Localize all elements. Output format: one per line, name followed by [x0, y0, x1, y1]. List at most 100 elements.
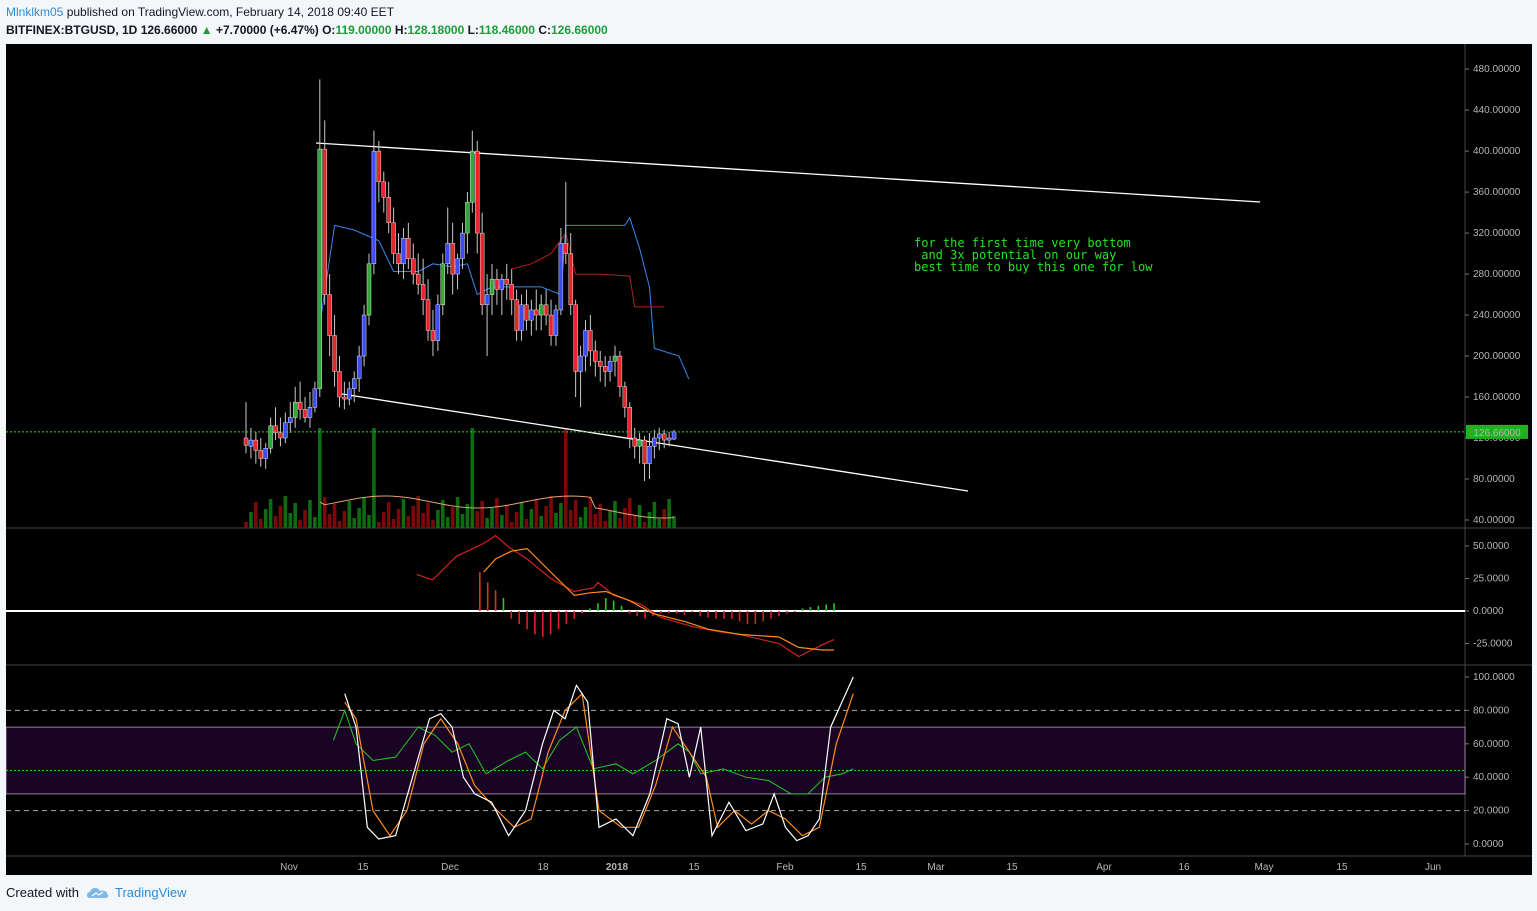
- volume-bar: [465, 504, 470, 528]
- volume-bar: [490, 508, 494, 528]
- volume-bar: [357, 508, 361, 528]
- volume-bar: [337, 521, 342, 528]
- low-value: 118.46000: [478, 23, 535, 37]
- candle-body: [322, 148, 327, 295]
- volume-bar: [549, 496, 553, 528]
- price-tick-label: 320.00000: [1473, 228, 1521, 239]
- candle-body: [607, 360, 613, 372]
- volume-bar: [268, 499, 273, 528]
- author-link[interactable]: Mlnklkm05: [6, 5, 64, 19]
- volume-bar: [618, 518, 622, 528]
- volume-bar: [278, 506, 283, 528]
- rsi-band-zone: [6, 726, 1466, 795]
- candle-body: [366, 263, 372, 316]
- volume-bar: [627, 498, 632, 528]
- candle-body: [583, 330, 588, 357]
- volume-bar: [303, 510, 307, 528]
- up-arrow-icon: ▲: [200, 23, 213, 37]
- candle-body: [317, 148, 322, 390]
- volume-bar: [564, 428, 568, 528]
- volume-bar: [534, 499, 539, 528]
- volume-bar: [529, 509, 534, 528]
- candle-body: [435, 304, 441, 341]
- candle-body: [381, 181, 386, 198]
- price-tick-label: 480.00000: [1473, 64, 1521, 75]
- candle-body: [524, 304, 529, 321]
- time-tick-label: 15: [688, 862, 700, 873]
- candle-body: [376, 150, 382, 183]
- time-tick-label: 2018: [606, 862, 629, 873]
- candle-body: [622, 386, 628, 408]
- volume-bar: [623, 508, 627, 528]
- candle-body: [568, 253, 573, 306]
- tradingview-link[interactable]: TradingView: [114, 885, 187, 900]
- candle-body: [297, 401, 303, 410]
- volume-bar: [642, 522, 647, 528]
- macd-tick-label: -25.0000: [1473, 639, 1513, 650]
- volume-bar: [519, 502, 524, 528]
- candle-body: [450, 243, 455, 275]
- candle-body: [302, 409, 308, 418]
- candle-body: [662, 433, 667, 441]
- stoch-tick-label: 20.0000: [1473, 806, 1510, 817]
- time-tick-label: Feb: [776, 862, 794, 873]
- candle-body: [602, 366, 608, 372]
- close-label: C:: [538, 23, 551, 37]
- volume-bar: [396, 509, 401, 528]
- volume-bar: [283, 496, 288, 528]
- candle-body: [352, 378, 357, 390]
- volume-bar: [573, 500, 578, 528]
- volume-bar: [391, 519, 396, 528]
- candle-body: [283, 422, 288, 439]
- volume-bar: [436, 510, 440, 528]
- candle-body: [273, 425, 278, 434]
- candle-body: [391, 222, 396, 254]
- volume-bar: [672, 516, 676, 528]
- volume-bar: [588, 497, 593, 528]
- volume-bar: [500, 515, 504, 528]
- candle-body: [263, 448, 268, 459]
- candle-body: [499, 278, 505, 290]
- candle-body: [612, 355, 618, 362]
- macd-tick-label: 25.0000: [1473, 574, 1510, 585]
- candle-body: [248, 439, 254, 447]
- volume-bar: [504, 505, 509, 528]
- candle-body: [514, 299, 519, 331]
- last-price-tag-label: 126.66000: [1473, 428, 1521, 439]
- stoch-tick-label: 80.0000: [1473, 705, 1510, 716]
- candle-body: [479, 232, 485, 306]
- last-price-tag: [1466, 424, 1528, 439]
- candle-body: [484, 294, 490, 306]
- candle-body: [342, 396, 347, 400]
- time-tick-label: 18: [537, 862, 549, 873]
- volume-bar: [554, 513, 558, 528]
- volume-bar: [485, 518, 489, 528]
- volume-bar: [480, 501, 484, 528]
- footer: Created with TradingView: [6, 885, 187, 900]
- candle-body: [637, 439, 642, 447]
- candle-body: [371, 150, 377, 265]
- volume-bar: [377, 522, 381, 528]
- volume-bar: [598, 504, 603, 528]
- candle-body: [494, 278, 500, 290]
- volume-bar: [293, 503, 297, 528]
- volume-bar: [244, 522, 248, 528]
- stoch-tick-label: 60.0000: [1473, 739, 1510, 750]
- candle-body: [356, 355, 362, 379]
- price-tick-label: 240.00000: [1473, 310, 1521, 321]
- candle-body: [657, 433, 662, 439]
- volume-bar: [514, 512, 519, 528]
- price-tick-label: 280.00000: [1473, 269, 1521, 280]
- candle-body: [243, 437, 249, 446]
- candle-body: [534, 309, 539, 316]
- high-label: H:: [394, 23, 408, 37]
- candle-body: [406, 238, 411, 259]
- chart-canvas[interactable]: 480.00000 440.00000 400.00000 360.00000 320.…: [6, 44, 1532, 875]
- chart-svg[interactable]: 480.00000 440.00000 400.00000 360.00000 320.…: [6, 44, 1532, 875]
- volume-bar: [332, 504, 337, 528]
- volume-bar: [249, 512, 253, 528]
- price-change: +7.70000 (+6.47%): [216, 23, 319, 37]
- candle-body: [445, 243, 450, 265]
- volume-bar: [460, 514, 465, 528]
- volume-bar: [578, 517, 583, 528]
